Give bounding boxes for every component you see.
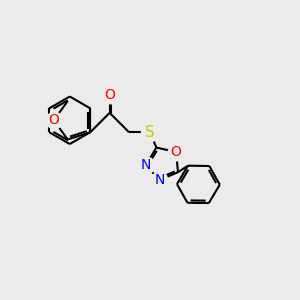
Text: O: O	[171, 145, 182, 159]
Text: N: N	[154, 173, 164, 187]
Text: O: O	[48, 113, 59, 127]
Text: O: O	[104, 88, 115, 102]
Text: S: S	[145, 125, 155, 140]
Text: N: N	[141, 158, 151, 172]
